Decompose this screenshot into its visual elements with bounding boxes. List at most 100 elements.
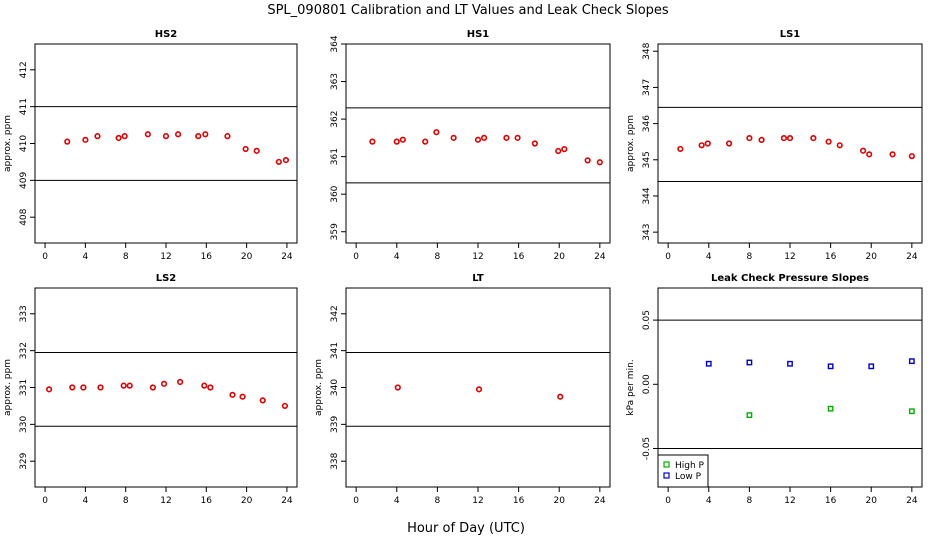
data-point	[868, 363, 875, 370]
x-tick-label: 12	[784, 496, 795, 506]
data-point	[201, 382, 208, 389]
x-tick-label: 12	[160, 252, 171, 262]
x-tick-label: 12	[160, 496, 171, 506]
data-point	[369, 138, 376, 145]
y-tick-label: 343	[642, 224, 652, 241]
legend-label: Low P	[675, 472, 702, 482]
x-tick-label: 8	[435, 252, 441, 262]
data-point	[202, 131, 209, 138]
x-tick-label: 16	[825, 252, 837, 262]
x-tick-label: 24	[594, 252, 606, 262]
y-tick-label: 329	[19, 452, 29, 469]
data-point	[64, 138, 71, 145]
x-tick-label: 24	[906, 496, 918, 506]
x-tick-label: 20	[554, 496, 566, 506]
y-tick-label: 341	[330, 342, 340, 359]
panel-ls2: LS2 approx. ppm 0 4 8 12 16 20 24 329 330 331 332 333	[3, 273, 298, 506]
x-tick-label: 0	[665, 496, 671, 506]
data-point	[253, 147, 260, 154]
y-tick-label: 345	[642, 151, 652, 168]
data-point	[94, 133, 101, 140]
data-point	[177, 378, 184, 386]
data-point	[281, 402, 289, 410]
data-point	[704, 140, 711, 147]
y-tick-label: -0.05	[642, 437, 652, 460]
data-point	[160, 380, 168, 387]
data-point	[677, 145, 684, 153]
panel-lt: LT approx. ppm 0 4 8 12 16 20 24 338 339 340 341 342	[314, 273, 611, 506]
data-point	[825, 138, 832, 145]
x-tick-label: 24	[906, 252, 918, 262]
data-point	[810, 134, 817, 142]
x-tick-label: 24	[281, 252, 293, 262]
data-point	[174, 131, 182, 138]
y-tick-label: 348	[642, 42, 652, 59]
data-point	[705, 360, 712, 367]
y-tick-label: 359	[330, 223, 340, 240]
data-point	[394, 384, 401, 391]
data-point	[162, 133, 170, 140]
y-axis-label: approx. ppm	[3, 115, 13, 172]
y-tick-label: 339	[330, 415, 340, 432]
x-tick-label: 16	[201, 496, 213, 506]
x-tick-label: 24	[281, 496, 293, 506]
y-axis-label: kPa per min.	[626, 359, 636, 415]
y-tick-label: 408	[19, 208, 29, 225]
y-tick-label: 338	[330, 452, 340, 469]
y-tick-label: 411	[19, 98, 29, 115]
data-point	[555, 147, 562, 155]
data-point	[393, 138, 400, 145]
y-tick-label: 344	[642, 187, 652, 204]
data-point	[557, 393, 564, 400]
data-point	[224, 133, 231, 140]
data-point	[239, 393, 246, 400]
y-tick-label: 330	[19, 415, 29, 432]
data-point	[746, 412, 753, 419]
x-tick-label: 12	[472, 496, 483, 506]
data-point	[282, 156, 290, 164]
x-tick-label: 8	[123, 252, 129, 262]
data-point	[399, 136, 406, 143]
data-point	[259, 397, 266, 404]
panel-title: HS2	[155, 29, 178, 40]
data-point	[480, 134, 488, 141]
x-tick-label: 8	[435, 496, 441, 506]
plot-frame	[34, 43, 298, 244]
x-tick-label: 16	[825, 496, 837, 506]
data-point	[275, 158, 282, 166]
plot-frame	[657, 43, 923, 244]
legend-marker	[663, 472, 670, 479]
x-tick-label: 4	[706, 496, 712, 506]
y-tick-label: 333	[19, 305, 29, 322]
data-point	[97, 384, 104, 391]
data-point	[746, 359, 753, 366]
panel-title: HS1	[467, 29, 490, 40]
data-point	[584, 157, 591, 164]
data-point	[746, 134, 753, 142]
x-tick-label: 0	[353, 252, 359, 262]
panel-title: LS1	[780, 29, 801, 40]
data-point	[786, 134, 794, 142]
data-point	[725, 140, 733, 147]
data-point	[121, 133, 128, 140]
data-point	[195, 133, 202, 140]
data-point	[908, 153, 915, 160]
y-tick-label: 361	[330, 148, 340, 165]
panel-hs1: HS1 0 4 8 12 16 20 24 359 360 361 362 363 364	[330, 29, 611, 262]
x-tick-label: 20	[866, 252, 878, 262]
x-tick-label: 4	[83, 496, 89, 506]
panel-hs2: HS2 approx. ppm 0 4 8 12 16 20 24 408 409 410 411 412	[3, 29, 298, 262]
x-tick-label: 20	[866, 496, 878, 506]
y-axis-label: approx. ppm	[314, 359, 324, 416]
x-tick-label: 4	[394, 496, 400, 506]
legend-box	[657, 454, 709, 488]
data-point	[596, 159, 603, 166]
data-point	[422, 138, 429, 145]
figure-title: SPL_090801 Calibration and LT Values and…	[267, 3, 669, 18]
x-tick-label: 16	[201, 252, 213, 262]
data-point	[908, 408, 915, 415]
data-point	[80, 384, 87, 391]
data-point	[474, 136, 482, 143]
